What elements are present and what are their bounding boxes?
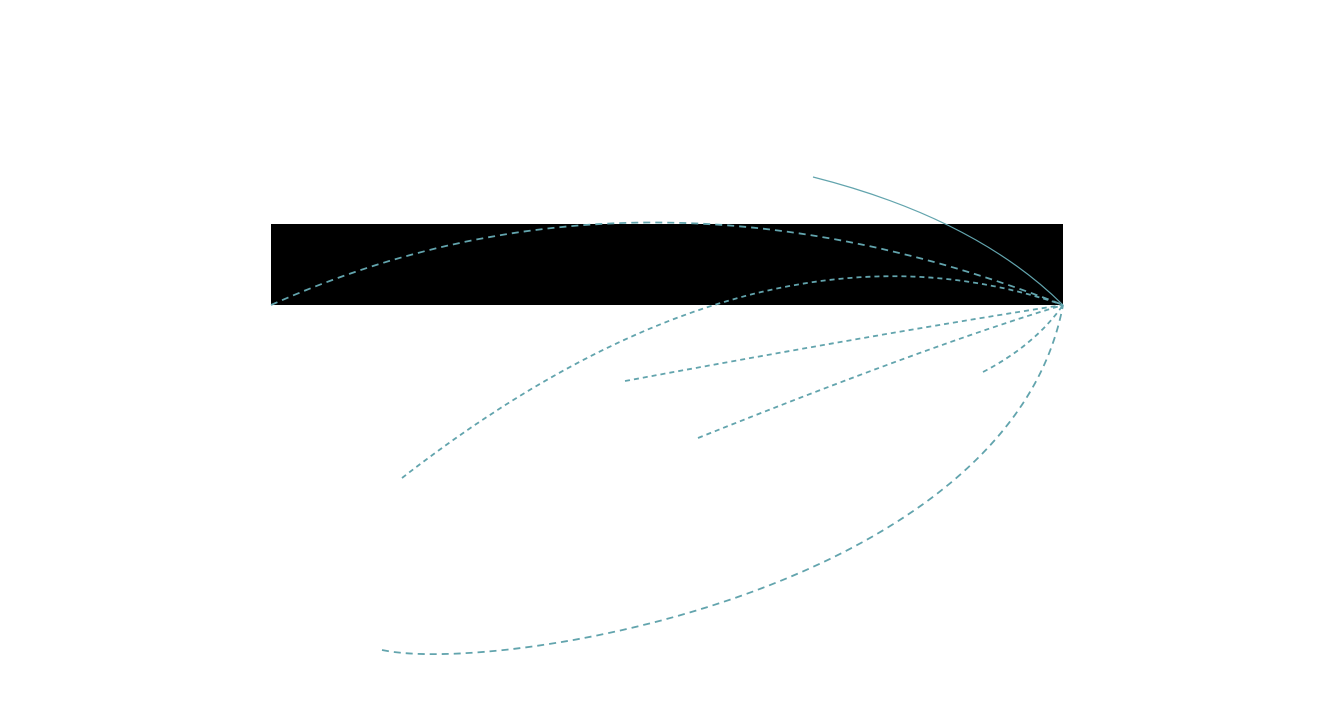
arc-diagram-content xyxy=(270,176,1064,655)
arc-solid-upper-right xyxy=(812,176,1064,306)
arc-mid-long xyxy=(401,275,1064,479)
arc-mid-lower xyxy=(697,304,1064,439)
arc-mid-upper xyxy=(624,304,1064,382)
arc-top-span xyxy=(270,221,1064,306)
arc-short-right xyxy=(982,304,1064,373)
black-bar xyxy=(271,224,1063,305)
arc-bottom-long xyxy=(381,304,1064,655)
